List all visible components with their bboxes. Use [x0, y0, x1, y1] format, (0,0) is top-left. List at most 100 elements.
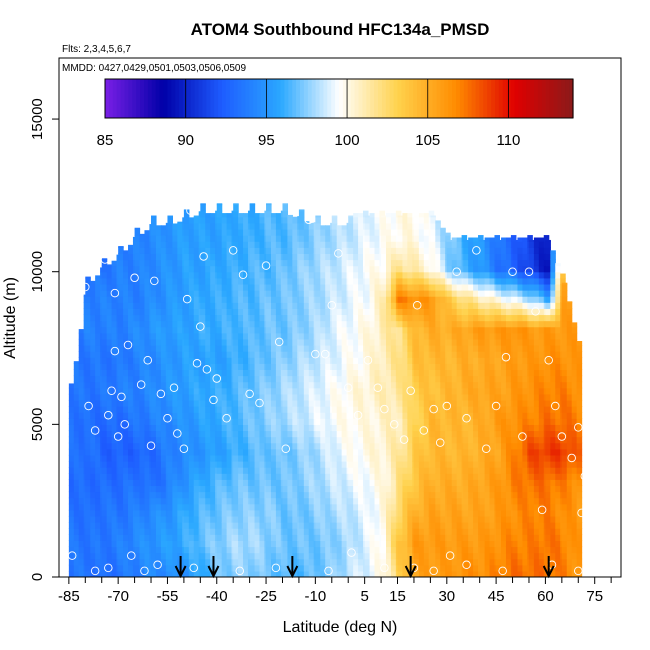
heatmap-cell	[298, 558, 305, 566]
heatmap-cell	[325, 326, 331, 334]
heatmap-cell	[259, 314, 266, 322]
heatmap-cell	[418, 213, 425, 218]
heatmap-cell	[101, 351, 108, 358]
heatmap-cell	[243, 326, 249, 334]
heatmap-cell	[331, 375, 338, 383]
heatmap-cell	[386, 338, 392, 346]
heatmap-cell	[106, 277, 113, 285]
heatmap-cell	[397, 253, 404, 261]
heatmap-cell	[205, 479, 211, 487]
heatmap-cell	[254, 406, 261, 413]
heatmap-cell	[73, 485, 80, 493]
heatmap-cell	[193, 302, 200, 309]
heatmap-cell	[95, 515, 101, 523]
heatmap-cell	[221, 326, 228, 334]
heatmap-cell	[106, 387, 113, 395]
heatmap-cell	[413, 534, 420, 541]
heatmap-cell	[348, 522, 354, 529]
heatmap-cell	[331, 271, 338, 279]
heatmap-cell	[374, 332, 381, 340]
heatmap-cell	[320, 277, 326, 285]
heatmap-cell	[331, 522, 338, 529]
heatmap-cell	[418, 473, 425, 480]
heatmap-cell	[348, 277, 354, 285]
heatmap-cell	[287, 283, 293, 291]
heatmap-cell	[210, 546, 216, 554]
heatmap-cell	[134, 265, 141, 273]
heatmap-cell	[205, 473, 211, 480]
heatmap-cell	[341, 412, 348, 419]
heatmap-cell	[85, 363, 91, 370]
heatmap-cell	[101, 503, 108, 511]
heatmap-cell	[407, 387, 413, 395]
heatmap-cell	[111, 332, 118, 340]
heatmap-cell	[238, 277, 244, 285]
heatmap-cell	[249, 448, 256, 456]
heatmap-cell	[287, 308, 293, 316]
heatmap-cell	[336, 436, 343, 444]
heatmap-cell	[90, 320, 96, 328]
heatmap-cell	[111, 265, 118, 273]
heatmap-cell	[266, 546, 272, 554]
heatmap-cell	[216, 528, 223, 535]
heatmap-cell	[287, 259, 293, 267]
heatmap-cell	[315, 406, 321, 413]
heatmap-cell	[160, 247, 167, 254]
heatmap-cell	[303, 393, 310, 401]
heatmap-cell	[226, 406, 233, 413]
heatmap-cell	[292, 241, 298, 248]
heatmap-cell	[106, 332, 113, 340]
heatmap-cell	[233, 228, 239, 236]
heatmap-cell	[172, 418, 178, 425]
heatmap-cell	[266, 418, 272, 425]
heatmap-cell	[369, 503, 376, 511]
heatmap-cell	[221, 546, 228, 554]
heatmap-cell	[374, 418, 381, 425]
heatmap-cell	[402, 442, 408, 450]
heatmap-cell	[167, 265, 173, 273]
heatmap-cell	[282, 326, 289, 334]
heatmap-cell	[193, 222, 200, 230]
heatmap-cell	[85, 326, 91, 334]
heatmap-cell	[423, 497, 430, 505]
heatmap-cell	[308, 277, 315, 285]
heatmap-cell	[418, 522, 425, 529]
heatmap-cell	[374, 399, 381, 407]
heatmap-cell	[413, 442, 420, 450]
heatmap-cell	[134, 277, 141, 285]
heatmap-cell	[386, 418, 392, 425]
heatmap-cell	[118, 454, 124, 462]
heatmap-cell	[298, 515, 305, 523]
heatmap-cell	[134, 296, 141, 303]
heatmap-cell	[243, 528, 249, 535]
heatmap-cell	[308, 454, 315, 462]
heatmap-cell	[188, 265, 195, 273]
heatmap-cell	[402, 515, 408, 523]
heatmap-cell	[397, 215, 404, 218]
heatmap-cell	[308, 326, 315, 334]
heatmap-cell	[364, 393, 371, 401]
heatmap-cell	[407, 497, 413, 505]
heatmap-cell	[151, 387, 157, 395]
heatmap-cell	[282, 235, 289, 242]
heatmap-cell	[358, 424, 364, 432]
heatmap-cell	[111, 552, 118, 560]
heatmap-cell	[233, 235, 239, 242]
heatmap-cell	[374, 351, 381, 358]
heatmap-cell	[155, 381, 162, 389]
heatmap-cell	[200, 546, 206, 554]
heatmap-cell	[216, 534, 223, 541]
heatmap-cell	[303, 338, 310, 346]
heatmap-cell	[341, 369, 348, 377]
heatmap-cell	[221, 308, 228, 316]
heatmap-cell	[407, 351, 413, 358]
heatmap-cell	[353, 570, 359, 577]
heatmap-cell	[320, 534, 326, 541]
heatmap-cell	[128, 296, 134, 303]
heatmap-cell	[418, 406, 425, 413]
heatmap-cell	[390, 375, 397, 383]
heatmap-cell	[85, 528, 91, 535]
heatmap-cell	[221, 369, 228, 377]
heatmap-cell	[259, 393, 266, 401]
heatmap-cell	[200, 558, 206, 566]
